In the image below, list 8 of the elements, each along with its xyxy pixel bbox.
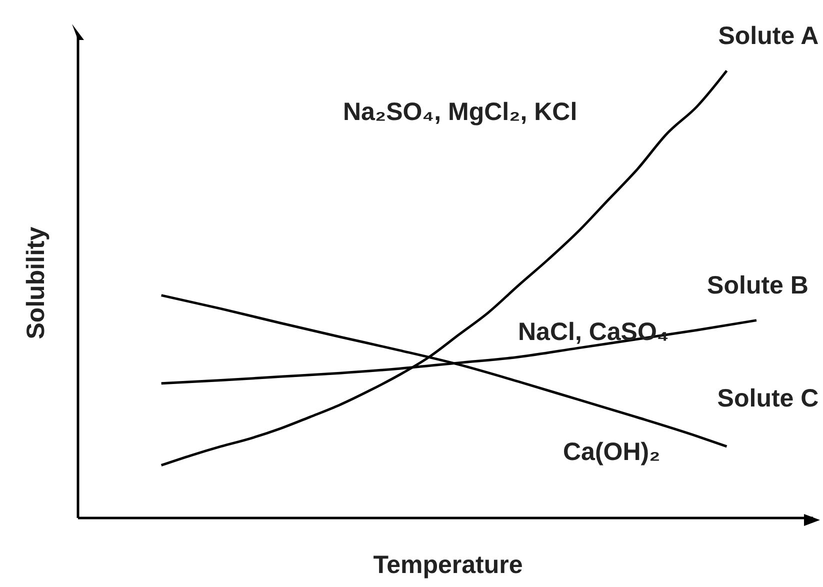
series-label: Solute A [718, 22, 819, 50]
series-label: Solute C [717, 384, 819, 412]
y-axis-title: Solubility [22, 226, 50, 340]
annotation: NaCl, CaSO₄ [518, 318, 669, 346]
x-axis-title: Temperature [373, 551, 523, 579]
series-label: Solute B [707, 271, 808, 300]
annotation: Ca(OH)₂ [563, 438, 660, 466]
annotation: Na₂SO₄, MgCl₂, KCl [343, 98, 578, 126]
